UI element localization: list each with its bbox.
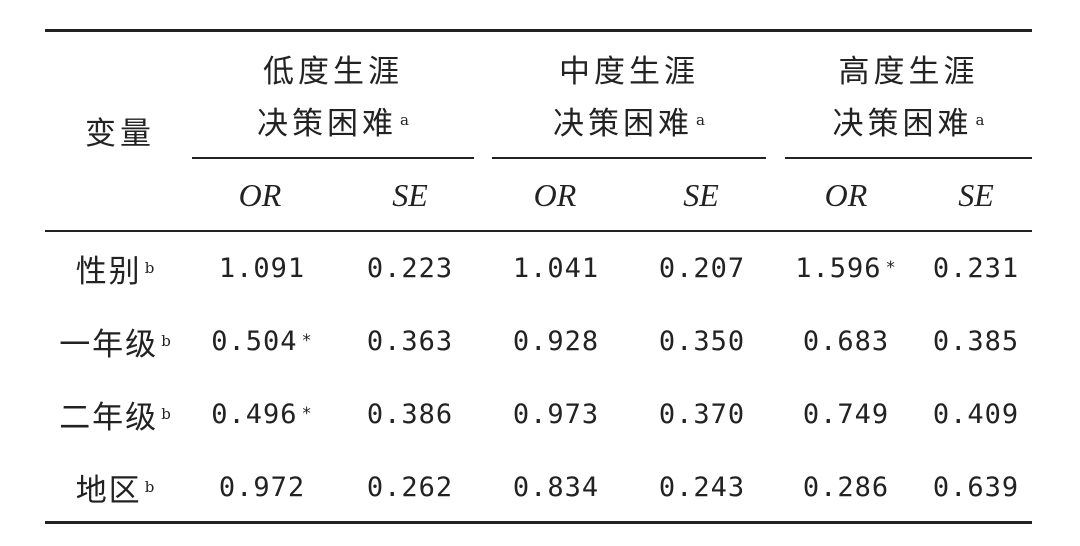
footnote-marker-a: a <box>400 111 409 129</box>
group-header-low-text: 决策困难 <box>257 105 398 142</box>
value-text: 0.262 <box>366 471 454 503</box>
variable-header: 变量 <box>85 115 155 152</box>
stat-header-se-high: SE <box>958 176 994 213</box>
se-value-cell: 0.363 <box>340 317 480 365</box>
value-text: 0.385 <box>932 325 1020 357</box>
value-text: 0.973 <box>512 398 600 430</box>
or-value-cell: 0.973 <box>486 390 626 438</box>
group-header-mid-text: 决策困难 <box>553 105 694 142</box>
se-value-cell: 0.409 <box>906 390 1046 438</box>
row-label-text: 性别 <box>75 253 142 290</box>
or-value-cell: 0.834 <box>486 463 626 511</box>
row-label-text: 地区 <box>75 472 142 509</box>
stat-header-se-low: SE <box>392 176 428 213</box>
value-text: 0.928 <box>512 325 600 357</box>
or-value-cell: 0.504 * <box>192 317 332 365</box>
se-value-cell: 0.243 <box>632 463 772 511</box>
value-text: 0.409 <box>932 398 1020 430</box>
top-rule <box>45 29 1032 32</box>
value-text: 1.041 <box>512 252 600 284</box>
footnote-marker-a: a <box>975 111 985 129</box>
value-text: 0.350 <box>658 325 746 357</box>
group-rule-low <box>192 157 474 159</box>
row-label: 一年级 b <box>45 317 185 365</box>
value-text: 0.683 <box>802 325 890 357</box>
row-label: 地区 b <box>45 463 185 511</box>
se-value-cell: 0.262 <box>340 463 480 511</box>
value-text: 0.834 <box>512 471 600 503</box>
se-value-cell: 0.385 <box>906 317 1046 365</box>
se-value-cell: 0.223 <box>340 244 480 292</box>
stat-header-se-mid: SE <box>683 176 719 213</box>
value-text: 0.749 <box>802 398 890 430</box>
row-label: 性别 b <box>45 244 185 292</box>
value-text: 0.243 <box>658 471 746 503</box>
significance-star: * <box>301 404 313 424</box>
value-text: 0.363 <box>366 325 454 357</box>
group-header-mid-line1: 中度生涯 <box>559 53 699 90</box>
group-header-low-line2: 决策困难 a <box>192 99 474 142</box>
value-text: 1.596 <box>795 252 882 284</box>
row-label-text: 二年级 <box>59 399 159 436</box>
or-value-cell: 1.091 <box>192 244 332 292</box>
or-value-cell: 0.683 <box>776 317 916 365</box>
group-header-high-line1: 高度生涯 <box>838 53 979 90</box>
stat-header-or-mid: OR <box>533 176 577 213</box>
group-rule-high <box>785 157 1032 159</box>
se-value-cell: 0.207 <box>632 244 772 292</box>
footnote-marker-b: b <box>144 259 155 277</box>
group-rule-mid <box>492 157 766 159</box>
se-value-cell: 0.639 <box>906 463 1046 511</box>
or-value-cell: 1.041 <box>486 244 626 292</box>
footnote-marker-b: b <box>161 332 171 350</box>
footnote-marker-a: a <box>696 111 705 129</box>
group-header-mid-line2: 决策困难 a <box>492 99 766 142</box>
footnote-marker-b: b <box>161 405 171 423</box>
value-text: 0.639 <box>932 471 1020 503</box>
row-label: 二年级 b <box>45 390 185 438</box>
value-text: 0.286 <box>802 471 890 503</box>
header-rule <box>45 230 1032 232</box>
stat-header-or-high: OR <box>824 176 868 213</box>
se-value-cell: 0.231 <box>906 244 1046 292</box>
or-value-cell: 0.928 <box>486 317 626 365</box>
or-value-cell: 0.496 * <box>192 390 332 438</box>
value-text: 0.223 <box>366 252 454 284</box>
value-text: 1.091 <box>218 252 306 284</box>
or-value-cell: 1.596 * <box>776 244 916 292</box>
value-text: 0.231 <box>932 252 1020 284</box>
value-text: 0.504 <box>211 325 298 357</box>
group-header-high-line2: 决策困难 a <box>785 99 1032 142</box>
bottom-rule <box>45 521 1032 524</box>
se-value-cell: 0.386 <box>340 390 480 438</box>
se-value-cell: 0.370 <box>632 390 772 438</box>
group-header-low-line1: 低度生涯 <box>263 53 403 90</box>
value-text: 0.496 <box>211 398 298 430</box>
row-label-text: 一年级 <box>59 326 159 363</box>
se-value-cell: 0.350 <box>632 317 772 365</box>
or-value-cell: 0.972 <box>192 463 332 511</box>
value-text: 0.207 <box>658 252 746 284</box>
or-value-cell: 0.749 <box>776 390 916 438</box>
group-header-high-text: 决策困难 <box>832 105 973 142</box>
value-text: 0.386 <box>366 398 454 430</box>
significance-star: * <box>301 331 313 351</box>
stat-header-or-low: OR <box>238 176 282 213</box>
value-text: 0.370 <box>658 398 746 430</box>
footnote-marker-b: b <box>144 478 155 496</box>
or-value-cell: 0.286 <box>776 463 916 511</box>
significance-star: * <box>885 258 897 278</box>
value-text: 0.972 <box>218 471 306 503</box>
